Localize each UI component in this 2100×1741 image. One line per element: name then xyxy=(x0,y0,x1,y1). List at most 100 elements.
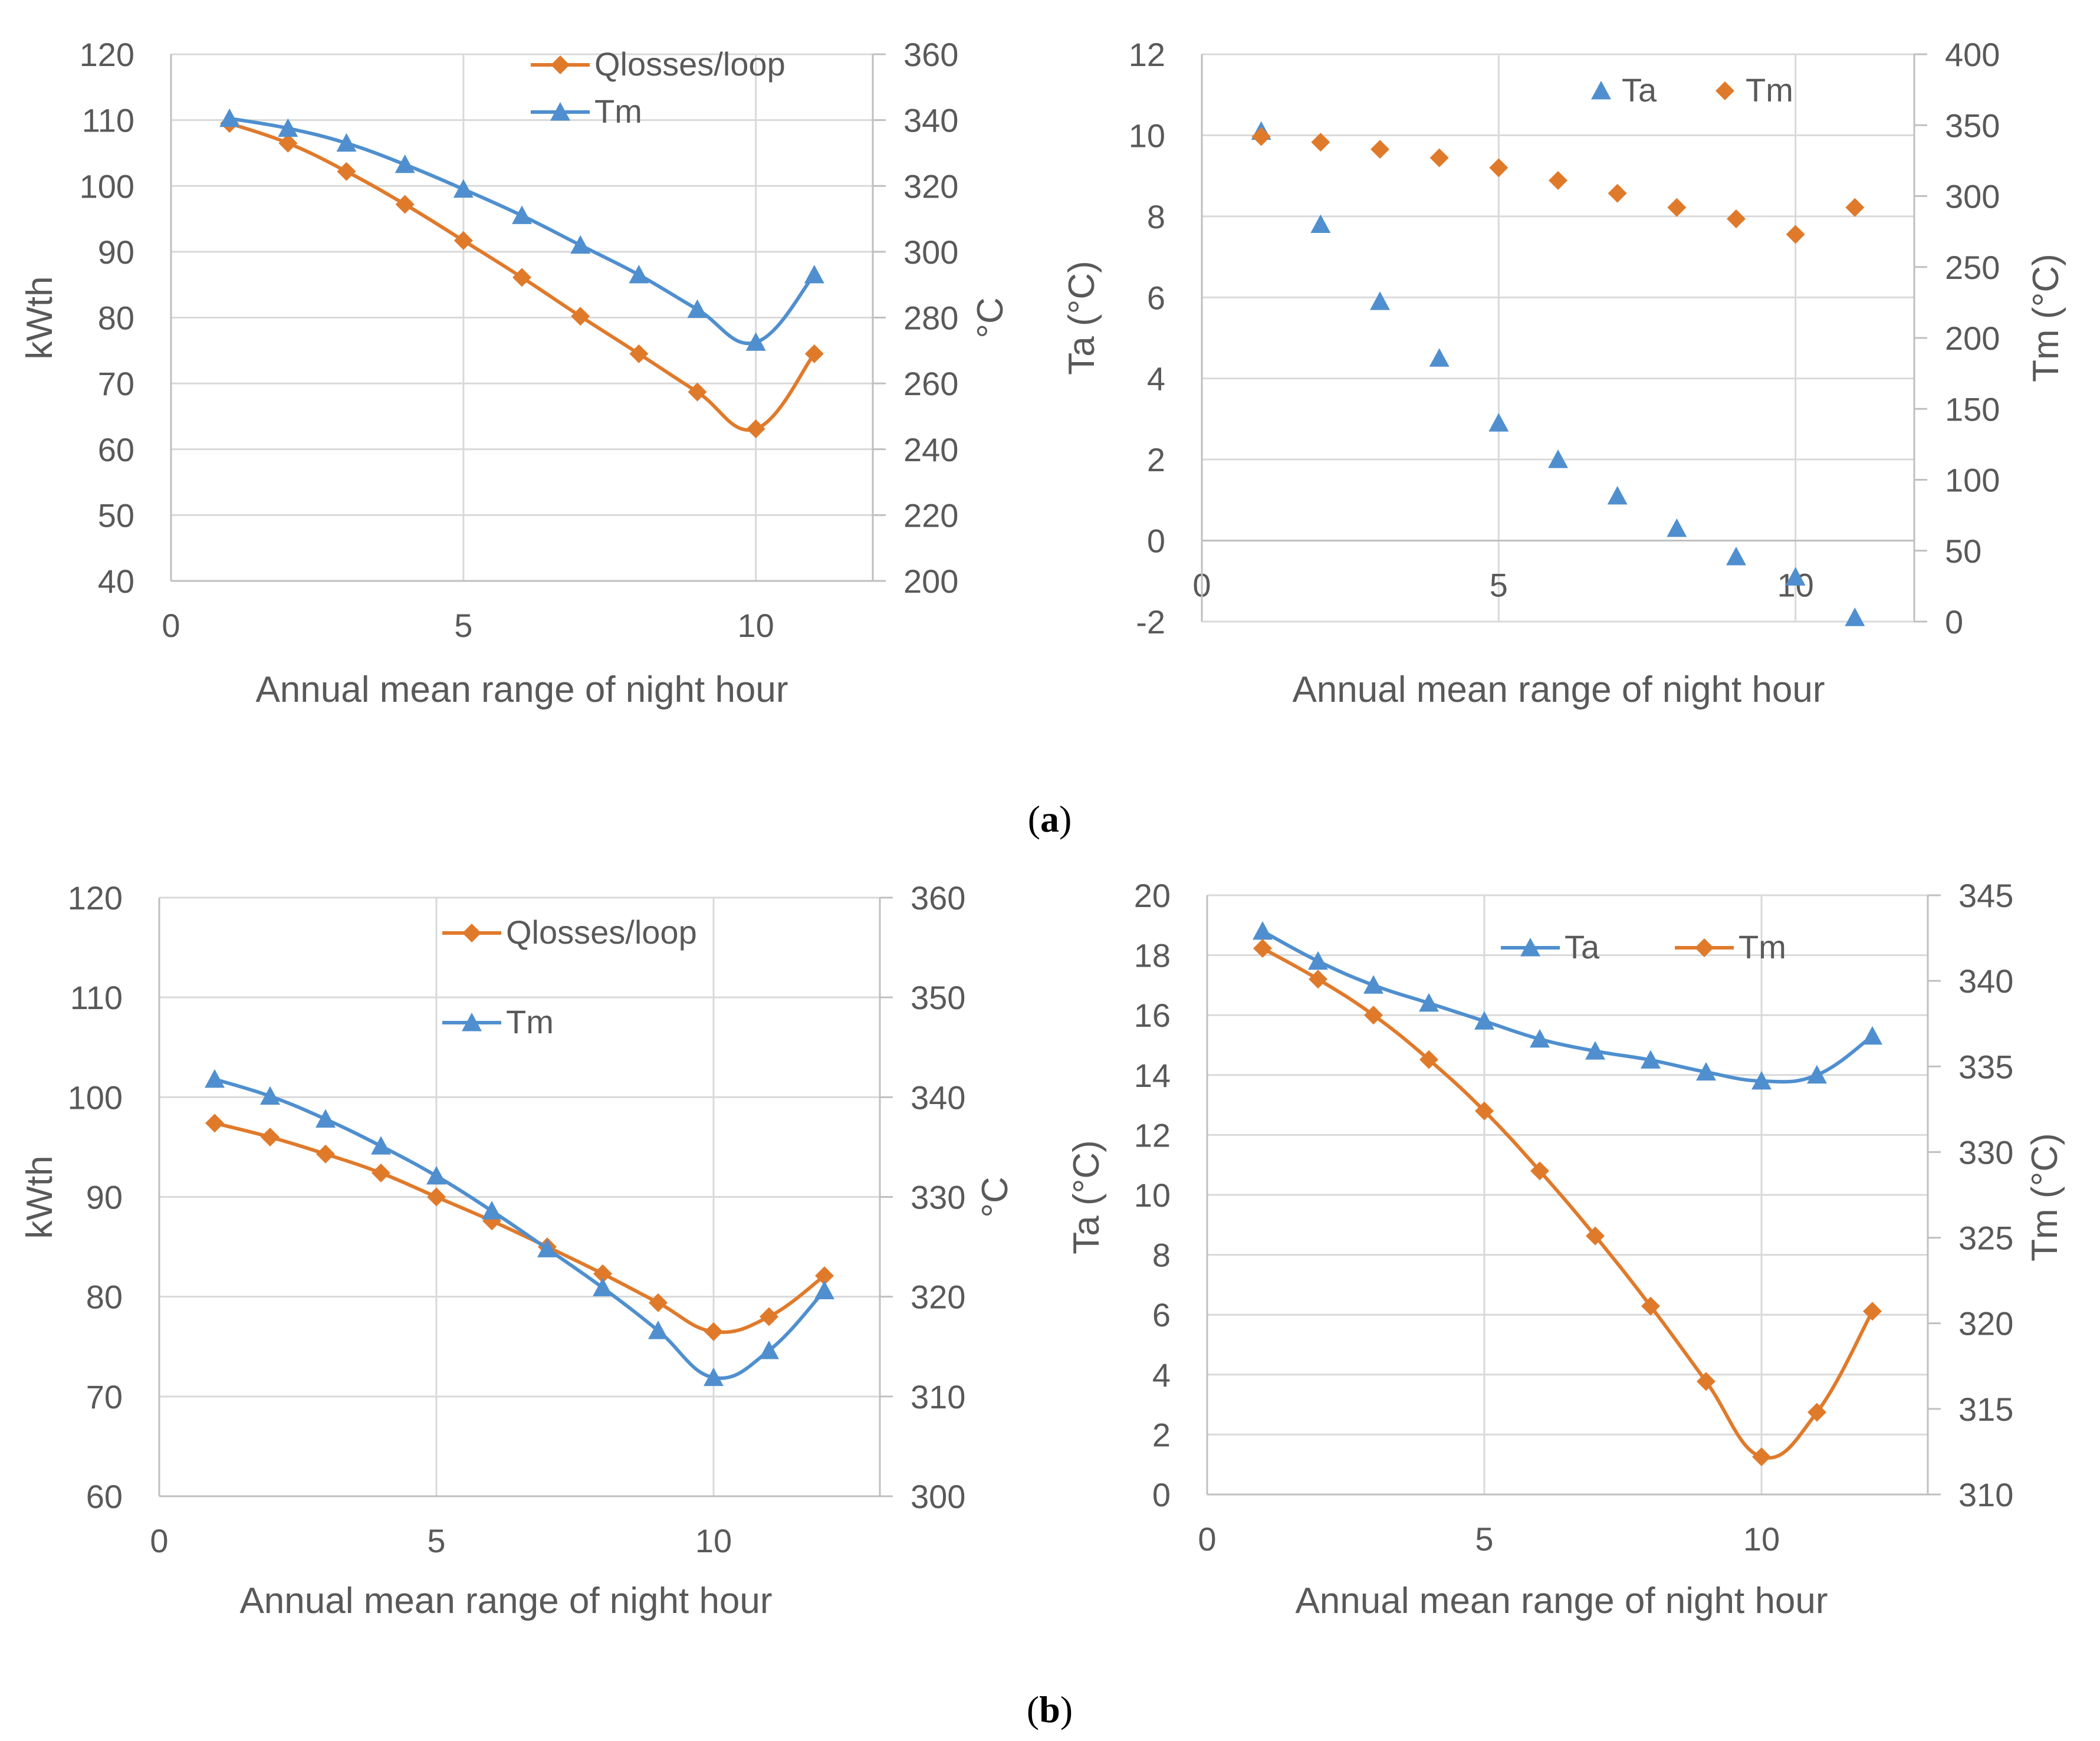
y-axis-title: Ta (°C) xyxy=(1066,1140,1107,1254)
data-point-tm xyxy=(426,1165,446,1185)
data-point-tm xyxy=(704,1367,724,1387)
data-point-ta xyxy=(1530,1029,1550,1048)
y-axis-title: kWth xyxy=(19,1155,60,1239)
data-point-tm xyxy=(512,205,532,224)
y-axis-title: kWth xyxy=(19,276,60,359)
x-tick-label: 5 xyxy=(454,607,472,644)
data-point-ta xyxy=(1696,1062,1716,1081)
y2-axis-title: °C xyxy=(975,1177,1016,1218)
data-point-tm xyxy=(1489,158,1509,178)
y2-tick-label: 250 xyxy=(1945,249,2000,286)
chart-b-right: 0 2 4 6 8 10 12 14 16 18 20 0 5 10 310 315 320 325 330 335 3… xyxy=(1066,877,2065,1621)
y-tick-label: 90 xyxy=(86,1179,123,1216)
x-axis-title: Annual mean range of night hour xyxy=(1292,669,1825,710)
data-point-tm xyxy=(482,1201,502,1220)
legend-marker xyxy=(550,102,570,121)
data-point-tm xyxy=(1667,198,1687,217)
y2-tick-label: 340 xyxy=(1958,963,2013,1000)
data-point-tm xyxy=(336,133,357,152)
series-line-tm xyxy=(214,1078,826,1380)
data-point-qlosses-loop xyxy=(629,344,649,363)
data-point-qlosses-loop xyxy=(395,195,415,214)
y2-tick-label: 310 xyxy=(911,1378,965,1415)
y-tick-label: 2 xyxy=(1147,441,1165,478)
data-point-ta xyxy=(1845,607,1865,626)
data-point-ta xyxy=(1370,291,1390,310)
data-point-qlosses-loop xyxy=(372,1163,390,1182)
data-point-tm xyxy=(1311,133,1330,152)
x-axis-title: Annual mean range of night hour xyxy=(255,669,788,710)
data-point-tm xyxy=(1309,970,1327,989)
data-point-ta xyxy=(1862,1026,1882,1045)
x-tick-label: 5 xyxy=(1490,567,1508,604)
x-tick-label: 0 xyxy=(1198,1520,1216,1558)
data-point-tm xyxy=(745,332,766,351)
y-tick-label: 50 xyxy=(98,497,134,534)
data-point-tm xyxy=(371,1136,391,1155)
y-tick-label: 70 xyxy=(98,365,134,402)
y-tick-label: 12 xyxy=(1134,1116,1171,1154)
y2-axis-title: °C xyxy=(970,297,1011,339)
data-point-qlosses-loop xyxy=(453,231,473,250)
data-point-tm xyxy=(1752,1447,1771,1467)
y2-tick-label: 100 xyxy=(1945,462,2000,499)
data-point-qlosses-loop xyxy=(278,133,298,153)
x-axis-title: Annual mean range of night hour xyxy=(239,1581,772,1621)
y-tick-label: 6 xyxy=(1147,279,1165,316)
legend-marker xyxy=(1716,81,1734,100)
data-point-ta xyxy=(1253,921,1273,940)
data-point-ta xyxy=(1641,1050,1661,1069)
y2-tick-label: 150 xyxy=(1945,390,2000,428)
y-tick-label: 6 xyxy=(1152,1296,1171,1333)
data-point-tm xyxy=(804,264,824,284)
y2-tick-label: 325 xyxy=(1958,1220,2013,1257)
y2-tick-label: 0 xyxy=(1945,603,1963,640)
y2-tick-label: 330 xyxy=(911,1179,965,1216)
y-tick-label: 12 xyxy=(1129,36,1165,73)
data-point-qlosses-loop xyxy=(512,268,531,287)
data-point-tm xyxy=(1641,1296,1660,1316)
data-point-ta xyxy=(1667,518,1687,537)
y2-tick-label: 200 xyxy=(903,563,958,600)
y-tick-label: 10 xyxy=(1134,1177,1171,1214)
series-line-tm xyxy=(229,116,816,346)
y-axis-title: Ta (°C) xyxy=(1061,261,1102,375)
data-point-ta xyxy=(1474,1011,1494,1030)
data-point-tm xyxy=(260,1086,280,1105)
data-point-tm xyxy=(453,179,474,198)
data-point-tm xyxy=(1608,183,1627,203)
legend-marker xyxy=(1520,938,1540,957)
x-axis-title: Annual mean range of night hour xyxy=(1295,1581,1828,1621)
x-tick-label: 10 xyxy=(1743,1520,1780,1558)
data-point-ta xyxy=(1310,214,1331,234)
legend-label: Qlosses/loop xyxy=(594,45,786,83)
data-point-tm xyxy=(1697,1372,1716,1391)
series-line-ta xyxy=(1261,929,1874,1084)
y-tick-label: 110 xyxy=(70,979,123,1016)
x-tick-label: 0 xyxy=(150,1522,168,1559)
y-tick-label: 8 xyxy=(1152,1237,1171,1274)
y-tick-label: 4 xyxy=(1152,1356,1171,1394)
data-point-tm xyxy=(1845,198,1865,217)
y-tick-label: 60 xyxy=(98,431,134,468)
y2-tick-label: 300 xyxy=(1945,178,2000,215)
legend-marker xyxy=(1695,938,1714,957)
series-line-tm xyxy=(1261,947,1874,1460)
data-point-ta xyxy=(1807,1065,1827,1084)
y2-tick-label: 310 xyxy=(1958,1476,2013,1513)
caption-a-letter: a xyxy=(1040,798,1059,840)
x-tick-label: 10 xyxy=(695,1522,732,1559)
legend-label: Tm xyxy=(594,93,642,130)
y-tick-label: 20 xyxy=(1134,877,1171,914)
y2-tick-label: 350 xyxy=(1945,107,2000,144)
x-tick-label: 0 xyxy=(162,607,180,644)
caption-a: (a) xyxy=(1028,798,1072,840)
data-point-qlosses-loop xyxy=(760,1307,778,1326)
data-point-tm xyxy=(1549,171,1567,190)
data-point-tm xyxy=(593,1277,613,1296)
y2-tick-label: 300 xyxy=(903,234,958,271)
data-point-qlosses-loop xyxy=(704,1322,723,1341)
y-tick-label: 4 xyxy=(1147,360,1165,398)
legend-label: Ta xyxy=(1622,71,1657,109)
